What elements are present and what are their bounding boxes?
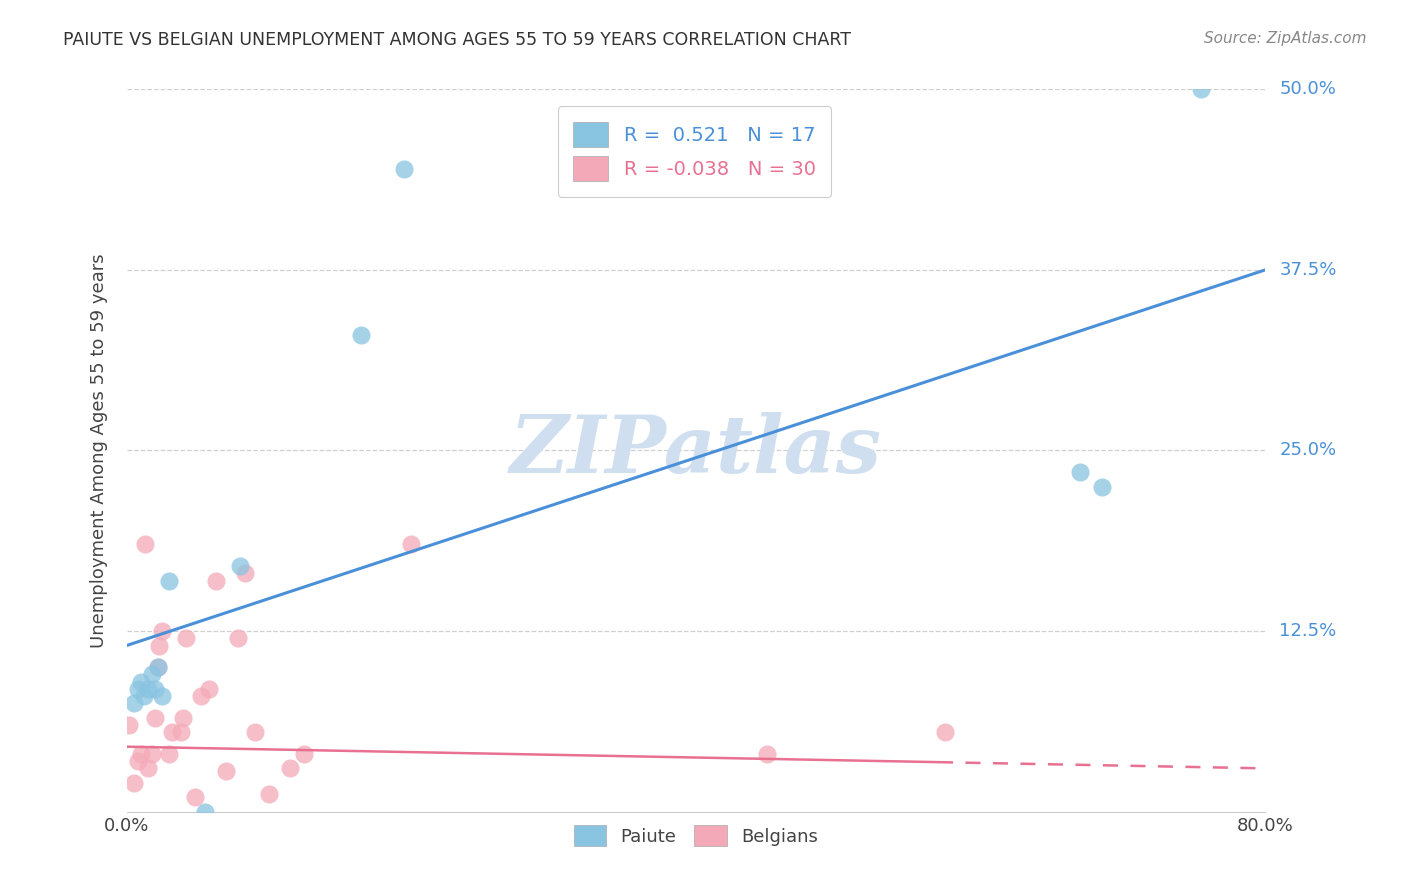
Point [134, 537, 156, 551]
Text: 25.0%: 25.0% [1279, 442, 1337, 459]
Point [392, 161, 415, 176]
Text: 50.0%: 50.0% [1279, 80, 1336, 98]
Point [934, 725, 956, 739]
Point [190, 689, 212, 703]
Point [176, 632, 198, 646]
Point [148, 639, 170, 653]
Point [122, 776, 145, 790]
Text: 37.5%: 37.5% [1279, 260, 1337, 279]
Point [233, 566, 256, 581]
Point [132, 689, 155, 703]
Point [198, 681, 221, 696]
Point [756, 747, 779, 761]
Point [127, 681, 149, 696]
Point [136, 761, 159, 775]
Point [294, 747, 316, 761]
Point [141, 747, 163, 761]
Point [146, 660, 169, 674]
Point [205, 574, 228, 588]
Point [1069, 465, 1091, 479]
Point [243, 725, 266, 739]
Point [146, 660, 169, 674]
Point [160, 725, 183, 739]
Point [184, 790, 207, 805]
Point [169, 725, 191, 739]
Point [172, 711, 194, 725]
Point [136, 681, 159, 696]
Point [143, 681, 166, 696]
Text: Source: ZipAtlas.com: Source: ZipAtlas.com [1204, 31, 1367, 46]
Point [129, 747, 152, 761]
Point [194, 805, 217, 819]
Text: PAIUTE VS BELGIAN UNEMPLOYMENT AMONG AGES 55 TO 59 YEARS CORRELATION CHART: PAIUTE VS BELGIAN UNEMPLOYMENT AMONG AGE… [63, 31, 851, 49]
Point [143, 711, 166, 725]
Point [118, 718, 141, 732]
Point [141, 667, 163, 681]
Point [215, 764, 238, 779]
Point [1091, 480, 1114, 494]
Point [257, 788, 280, 802]
Point [278, 761, 301, 775]
Point [129, 674, 152, 689]
Point [122, 696, 145, 710]
Point [157, 747, 180, 761]
Point [157, 574, 180, 588]
Point [229, 559, 252, 574]
Text: ZIPatlas: ZIPatlas [510, 412, 882, 489]
Y-axis label: Unemployment Among Ages 55 to 59 years: Unemployment Among Ages 55 to 59 years [90, 253, 108, 648]
Point [350, 327, 373, 342]
Point [1189, 82, 1212, 96]
Legend: Paiute, Belgians: Paiute, Belgians [567, 818, 825, 854]
Text: 12.5%: 12.5% [1279, 622, 1337, 640]
Point [226, 632, 249, 646]
Point [150, 624, 173, 639]
Point [150, 689, 173, 703]
Point [127, 754, 149, 768]
Point [401, 537, 423, 551]
